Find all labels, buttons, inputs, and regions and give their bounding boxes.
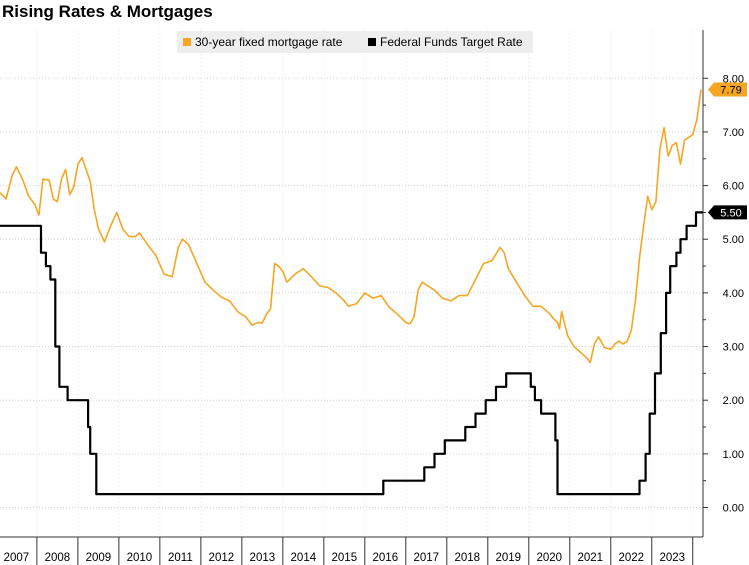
y-tick-label: 7.00: [723, 127, 744, 139]
y-tick-label: 6.00: [723, 181, 744, 193]
last-value-label: 5.50: [720, 207, 741, 219]
x-tick-label: 2011: [168, 552, 193, 564]
x-tick-label: 2014: [291, 552, 317, 564]
last-value-tag-shape: [708, 82, 747, 97]
x-tick-label: 2020: [536, 552, 562, 564]
y-tick-label: 8.00: [723, 73, 744, 85]
x-tick-label: 2023: [659, 552, 685, 564]
y-tick-label: 3.00: [723, 342, 744, 354]
x-tick-label: 2007: [4, 552, 30, 564]
value-labels: 7.79 5.50: [708, 82, 747, 220]
y-tick-label: 0.00: [723, 502, 744, 514]
grid-lines: [0, 30, 703, 537]
x-tick-label: 2009: [86, 552, 112, 564]
x-tick-label: 2008: [45, 552, 71, 564]
x-tick-label: 2022: [618, 552, 644, 564]
last-value-tag-shape: [708, 205, 747, 220]
x-tick-label: 2019: [495, 552, 521, 564]
y-tick-label: 2.00: [723, 395, 744, 407]
x-tick-label: 2015: [332, 552, 358, 564]
series-line-fed-funds-rate: [0, 211, 703, 496]
axes: 0.00 1.00 2.00 3.00 4.00 5.00 6.00 7.00 8.00 2007…: [0, 30, 744, 565]
y-tick-label: 1.00: [723, 449, 744, 461]
chart-title: Rising Rates & Mortgages: [2, 2, 213, 21]
legend-entry-mortgage-rate-swatch: [183, 38, 191, 46]
legend-entry-fed-funds-rate-swatch: [368, 38, 376, 46]
x-tick-label: 2010: [127, 552, 153, 564]
legend-entry-mortgage-rate-label: 30-year fixed mortgage rate: [195, 35, 343, 49]
series-group: [0, 89, 703, 496]
legend-entry-fed-funds-rate-label: Federal Funds Target Rate: [380, 35, 523, 49]
last-value-tag-mortgage: 7.79: [708, 82, 747, 97]
last-value-label: 7.79: [720, 85, 741, 97]
x-tick-label: 2016: [373, 552, 399, 564]
y-tick-label: 5.00: [723, 234, 744, 246]
x-tick-label: 2017: [414, 552, 440, 564]
x-tick-label: 2012: [209, 552, 235, 564]
legend: 30-year fixed mortgage rate Federal Funds…: [177, 31, 533, 53]
y-tick-label: 4.00: [723, 288, 744, 300]
x-tick-label: 2018: [455, 552, 481, 564]
legend-background: [177, 31, 533, 53]
x-tick-label: 2013: [250, 552, 276, 564]
last-value-tag-fed-funds: 5.50: [708, 205, 747, 220]
x-tick-label: 2021: [577, 552, 603, 564]
series-line-mortgage-rate: [0, 89, 702, 364]
